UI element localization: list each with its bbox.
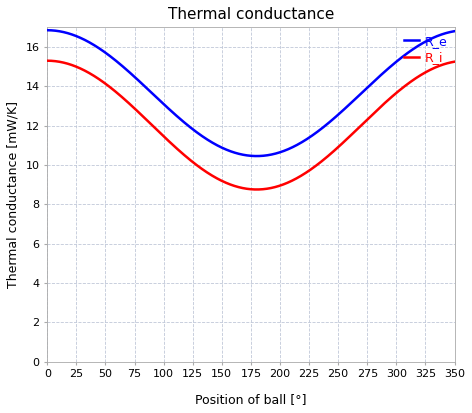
- R_e: [370, 80, 375, 85]
- R_e: [209, 140, 215, 145]
- R_e: [452, 29, 457, 34]
- Line: R_i: R_i: [47, 61, 455, 190]
- R_i: [224, 180, 229, 185]
- R_e: [325, 121, 330, 126]
- R_i: [362, 119, 368, 124]
- R_e: [362, 87, 368, 92]
- R_i: [254, 187, 260, 192]
- R_i: [325, 154, 330, 159]
- Legend: R_e, R_i: R_e, R_i: [399, 30, 452, 69]
- R_i: [452, 59, 457, 64]
- R_i: [86, 70, 92, 75]
- Y-axis label: Thermal conductance [mW/K]: Thermal conductance [mW/K]: [7, 101, 20, 288]
- X-axis label: Position of ball [°]: Position of ball [°]: [195, 393, 307, 406]
- R_i: [44, 58, 50, 63]
- Title: Thermal conductance: Thermal conductance: [168, 7, 334, 22]
- R_e: [86, 40, 92, 45]
- R_e: [224, 147, 229, 152]
- R_e: [44, 28, 50, 33]
- Line: R_e: R_e: [47, 30, 455, 156]
- R_i: [209, 173, 215, 178]
- R_i: [370, 112, 375, 117]
- R_e: [254, 154, 260, 159]
